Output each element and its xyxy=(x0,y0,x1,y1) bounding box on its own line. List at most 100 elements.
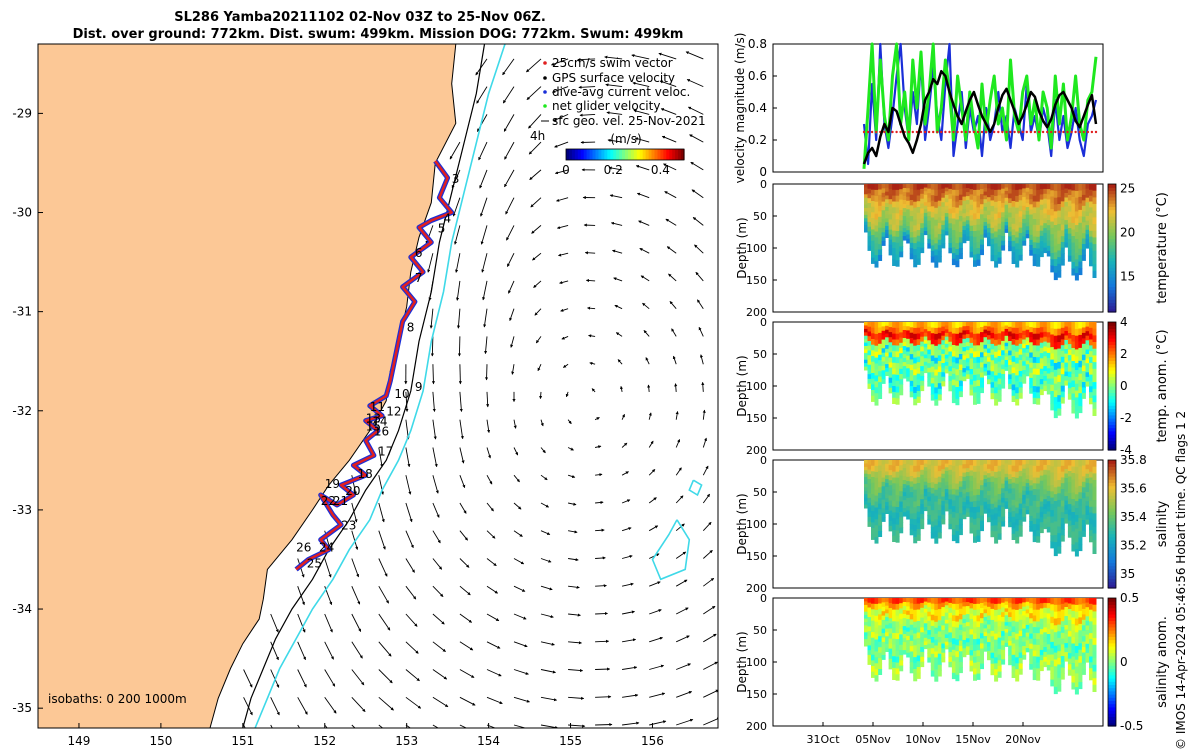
section-cell xyxy=(1018,657,1023,664)
section-cell xyxy=(1043,642,1048,648)
section-cell xyxy=(1043,233,1048,239)
section-cell xyxy=(874,460,879,467)
section-cell xyxy=(874,243,879,250)
colorbar-swatch xyxy=(645,149,650,160)
section-cell xyxy=(1057,204,1062,212)
legend-gps-marker xyxy=(543,76,547,80)
map-legend: 25cm/s swim vector GPS surface velocity … xyxy=(530,56,706,177)
section-cell xyxy=(944,362,949,367)
section-cell xyxy=(1089,609,1093,616)
section-cell xyxy=(916,615,921,622)
current-vector xyxy=(486,669,502,677)
section-cell xyxy=(969,465,974,471)
section-cell xyxy=(958,667,963,674)
current-vector xyxy=(513,669,529,675)
section-cell xyxy=(1060,362,1065,369)
current-vector xyxy=(479,169,488,189)
section-colorbar-swatch xyxy=(1108,671,1116,676)
section-cell xyxy=(994,615,999,623)
section-cell xyxy=(874,375,879,382)
section-cell xyxy=(1081,663,1086,670)
section-cell xyxy=(980,332,984,338)
section-cell xyxy=(864,604,868,609)
section-cell xyxy=(1050,648,1055,655)
section-cell xyxy=(1089,254,1093,261)
colorbar-swatch xyxy=(654,149,659,160)
current-vector xyxy=(432,447,438,468)
section-cell xyxy=(1053,473,1058,481)
section-cell xyxy=(1039,522,1044,528)
section-cell xyxy=(958,476,963,482)
section-cell xyxy=(1008,341,1013,347)
section-cell xyxy=(895,339,900,346)
section-cell xyxy=(958,656,963,663)
section-cell xyxy=(965,480,970,485)
section-cell xyxy=(1032,460,1037,467)
section-cell xyxy=(1032,322,1037,329)
section-cell xyxy=(994,237,999,244)
section-cell xyxy=(969,322,974,328)
section-cell xyxy=(874,249,879,256)
section-cell xyxy=(1046,475,1051,481)
section-cell xyxy=(864,635,868,640)
section-cell xyxy=(909,624,914,631)
section-cell xyxy=(895,201,900,208)
section-cell xyxy=(1001,188,1006,194)
section-cell xyxy=(916,339,921,346)
section-cell xyxy=(1050,635,1055,643)
section-cell xyxy=(1039,225,1044,232)
section-cell xyxy=(955,237,960,244)
section-cell xyxy=(927,188,932,194)
section-cell xyxy=(983,367,988,372)
section-cell xyxy=(980,194,984,200)
section-cell xyxy=(1025,498,1030,503)
section-cell xyxy=(920,598,925,604)
section-cell xyxy=(916,460,921,467)
section-cell xyxy=(895,225,900,232)
section-cell xyxy=(1004,187,1009,192)
section-cell xyxy=(1018,343,1023,350)
section-cell xyxy=(937,487,942,494)
section-cell xyxy=(892,242,897,249)
section-cell xyxy=(888,214,893,220)
section-cell xyxy=(1074,487,1079,495)
section-cell xyxy=(1085,496,1090,502)
section-cell xyxy=(1036,536,1041,543)
current-vector xyxy=(454,225,461,245)
section-colorbar-swatch xyxy=(1108,662,1116,666)
section-cell xyxy=(888,663,893,670)
section-cell xyxy=(920,504,925,510)
section-cell xyxy=(864,187,868,192)
section-colorbar-label: salinity xyxy=(1155,500,1170,547)
section-cell xyxy=(885,609,890,614)
section-cell xyxy=(1078,196,1083,204)
section-cell xyxy=(906,606,911,612)
section-cell xyxy=(962,506,967,511)
section-cell xyxy=(1057,217,1062,225)
section-cell xyxy=(1036,380,1041,388)
section-cell xyxy=(948,598,953,604)
section-cell xyxy=(874,471,879,479)
section-cell xyxy=(987,197,991,203)
section-cell xyxy=(994,537,999,544)
section-cell xyxy=(1001,231,1006,237)
section-cell xyxy=(1001,364,1006,370)
current-vector xyxy=(595,473,603,477)
section-cell xyxy=(1092,460,1097,468)
section-cell xyxy=(1029,470,1034,476)
section-cell xyxy=(941,381,946,387)
section-cell xyxy=(881,611,886,617)
section-cell xyxy=(955,668,960,676)
section-cell xyxy=(948,203,953,210)
section-cell xyxy=(987,184,991,189)
section-cell xyxy=(976,333,981,340)
section-cell xyxy=(874,255,879,262)
section-cell xyxy=(1046,230,1051,236)
section-cell xyxy=(1081,254,1086,261)
section-cell xyxy=(885,624,890,630)
current-vector xyxy=(604,55,623,60)
section-cell xyxy=(902,204,907,209)
section-cell xyxy=(951,615,956,622)
section-cell xyxy=(871,522,875,529)
section-cell xyxy=(885,505,890,511)
